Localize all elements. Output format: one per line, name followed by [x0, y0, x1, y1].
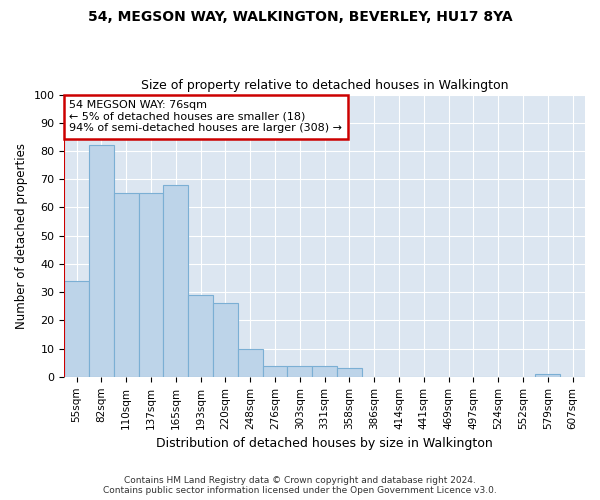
- Bar: [337, 368, 362, 377]
- Text: 54, MEGSON WAY, WALKINGTON, BEVERLEY, HU17 8YA: 54, MEGSON WAY, WALKINGTON, BEVERLEY, HU…: [88, 10, 512, 24]
- Text: 54 MEGSON WAY: 76sqm
← 5% of detached houses are smaller (18)
94% of semi-detach: 54 MEGSON WAY: 76sqm ← 5% of detached ho…: [70, 100, 343, 134]
- X-axis label: Distribution of detached houses by size in Walkington: Distribution of detached houses by size …: [156, 437, 493, 450]
- Bar: [64, 281, 89, 377]
- Bar: [163, 185, 188, 377]
- Bar: [139, 194, 163, 377]
- Y-axis label: Number of detached properties: Number of detached properties: [15, 142, 28, 328]
- Title: Size of property relative to detached houses in Walkington: Size of property relative to detached ho…: [141, 79, 508, 92]
- Bar: [535, 374, 560, 377]
- Bar: [89, 146, 114, 377]
- Bar: [287, 366, 312, 377]
- Bar: [238, 348, 263, 377]
- Text: Contains HM Land Registry data © Crown copyright and database right 2024.
Contai: Contains HM Land Registry data © Crown c…: [103, 476, 497, 495]
- Bar: [114, 194, 139, 377]
- Bar: [213, 304, 238, 377]
- Bar: [188, 295, 213, 377]
- Bar: [312, 366, 337, 377]
- Bar: [263, 366, 287, 377]
